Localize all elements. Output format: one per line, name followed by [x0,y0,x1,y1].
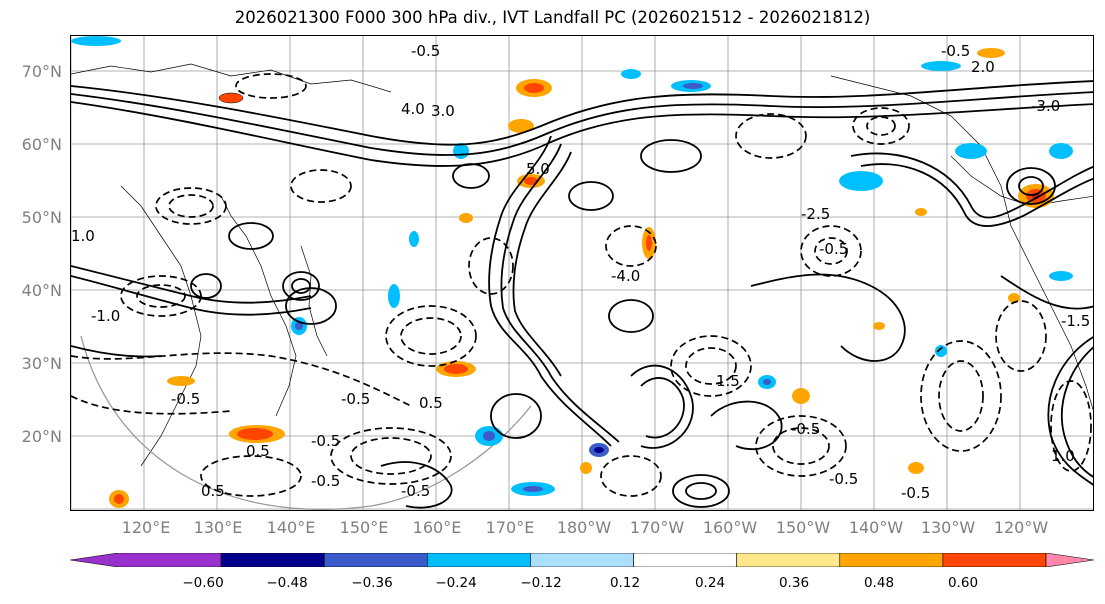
lon-label-130w: 130°W [920,518,976,537]
negative-contours [71,73,1092,497]
contour-label: -1.0 [91,307,120,325]
colorbar-label: −0.48 [266,575,308,591]
contour-label: 2.0 [971,58,995,76]
lon-label-140w: 140°W [848,518,904,537]
contour-label: -0.5 [311,432,340,450]
colorbar-segment [70,553,222,567]
lon-label-130e: 130°E [193,518,243,537]
map-boundary-arc [80,335,532,510]
contour-label: -0.5 [401,482,430,500]
lon-label-170w: 170°W [629,518,685,537]
lon-label-120e: 120°E [121,518,171,537]
colorbar-label: 0.24 [694,575,726,591]
lon-label-180w: 180°W [556,518,612,537]
colorbar [70,553,1094,567]
contour-label: 1.0 [1051,447,1075,465]
lon-label-160w: 160°W [702,518,758,537]
colorbar-segment [323,553,428,567]
contour-label: -4.0 [611,267,640,285]
contour-label: -0.5 [311,472,340,490]
colorbar-label: 0.12 [609,575,641,591]
map-canvas: -0.5 0.5 -0.5 -0.5 0.5 -0.5 -0.5 -0.5 0.… [71,36,1093,510]
colorbar-label: 0.48 [863,575,895,591]
colorbar-segment [839,553,944,567]
colorbar-segments [70,553,1094,567]
colorbar-segment [220,553,325,567]
lon-label-150e: 150°E [339,518,389,537]
lon-label-150w: 150°W [775,518,831,537]
lon-label-140e: 140°E [266,518,316,537]
colorbar-label: −0.60 [182,575,224,591]
contour-label: 0.5 [201,482,225,500]
positive-contours [71,80,1093,509]
contour-label: 5.0 [526,160,550,178]
contour-label: 0.5 [419,394,443,412]
lon-label-120w: 120°W [993,518,1049,537]
colorbar-label: 0.36 [778,575,810,591]
shaded-divergence [71,36,1073,508]
contour-label: -0.5 [901,484,930,502]
lon-label-160e: 160°E [412,518,462,537]
lat-label-50n: 50°N [21,208,62,227]
contour-label: -0.5 [171,390,200,408]
lat-label-70n: 70°N [21,62,62,81]
contour-labels: -0.5 0.5 -0.5 -0.5 0.5 -0.5 -0.5 -0.5 0.… [71,42,1090,502]
contour-label: -2.5 [801,205,830,223]
contour-label: -0.5 [829,470,858,488]
contour-label: -0.5 [941,42,970,60]
lat-label-20n: 20°N [21,427,62,446]
map-panel: -0.5 0.5 -0.5 -0.5 0.5 -0.5 -0.5 -0.5 0.… [70,35,1094,511]
contour-label: -1.5 [1061,312,1090,330]
contour-label: 3.0 [431,102,455,120]
colorbar-label: −0.12 [520,575,562,591]
colorbar-segment [1045,553,1094,567]
colorbar-label: 0.60 [947,575,979,591]
contour-label: -0.5 [411,42,440,60]
colorbar-label: −0.36 [351,575,393,591]
contour-label: -0.5 [819,240,848,258]
contour-label: -0.5 [341,390,370,408]
colorbar-segment [942,553,1047,567]
colorbar-segment [427,553,531,567]
colorbar-segment [633,553,737,567]
contour-label: 1.5 [716,372,740,390]
lat-label-30n: 30°N [21,354,62,373]
colorbar-label: −0.24 [435,575,477,591]
map-title: 2026021300 F000 300 hPa div., IVT Landfa… [234,8,871,27]
colorbar-segment [530,553,634,567]
contour-label: 0.5 [246,442,270,460]
colorbar-segment [736,553,841,567]
lat-label-40n: 40°N [21,281,62,300]
contour-label: -0.5 [791,420,820,438]
lat-label-60n: 60°N [21,135,62,154]
contour-label: 4.0 [401,100,425,118]
contour-label: 1.0 [71,227,95,245]
lon-label-170e: 170°E [485,518,535,537]
contour-label: -3.0 [1031,97,1060,115]
